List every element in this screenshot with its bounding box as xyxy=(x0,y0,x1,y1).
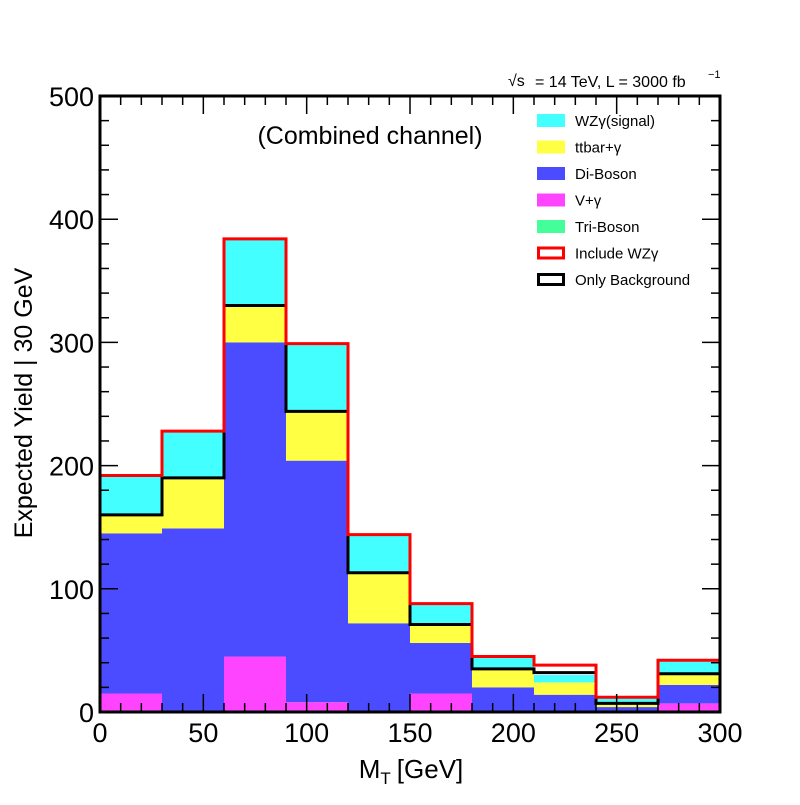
bar-wz-signal-bin-7 xyxy=(534,675,596,683)
bar-ttbar-bin-4 xyxy=(348,572,410,624)
bar-di-boson-bin-6 xyxy=(472,687,534,712)
bar-ttbar-bin-7 xyxy=(534,682,596,695)
bar-ttbar-bin-9 xyxy=(658,673,720,685)
legend-item-include-wz: Include WZγ xyxy=(537,246,659,263)
legend-item-wz-signal: WZγ(signal) xyxy=(537,113,655,130)
legend-label-only-background: Only Background xyxy=(575,272,690,289)
bar-v-bin-9 xyxy=(658,703,720,712)
legend-label-tri-boson: Tri-Boson xyxy=(575,219,639,236)
bar-ttbar-bin-1 xyxy=(162,477,224,529)
legend-swatch-di-boson xyxy=(537,167,565,180)
bar-wz-signal-bin-4 xyxy=(348,534,410,573)
energy-lumi-superscript: −1 xyxy=(708,69,721,81)
legend-item-di-boson: Di-Boson xyxy=(537,166,637,183)
y-tick-label-100: 100 xyxy=(49,575,94,605)
stacked-bars xyxy=(100,238,720,712)
bar-ttbar-bin-6 xyxy=(472,668,534,688)
x-tick-label-100: 100 xyxy=(284,718,329,748)
bar-di-boson-bin-1 xyxy=(162,528,224,712)
tick-marks xyxy=(99,95,721,713)
bar-v-bin-3 xyxy=(286,702,348,712)
bar-v-bin-5 xyxy=(410,693,472,712)
x-tick-label-50: 50 xyxy=(188,718,218,748)
bar-wz-signal-bin-8 xyxy=(596,697,658,704)
bar-ttbar-bin-3 xyxy=(286,411,348,461)
bar-ttbar-bin-5 xyxy=(410,624,472,644)
bar-di-boson-bin-5 xyxy=(410,643,472,694)
legend-swatch-only-background xyxy=(537,273,565,286)
y-axis-label: Expected Yield | 30 GeV xyxy=(10,267,38,538)
legend-label-v: V+γ xyxy=(575,193,602,210)
energy-sqrt-label: √s xyxy=(508,73,525,90)
x-axis-label: MT [GeV] xyxy=(359,754,464,788)
bar-v-bin-2 xyxy=(224,656,286,712)
legend-swatch-wz-signal xyxy=(537,114,565,127)
bar-wz-signal-bin-9 xyxy=(658,660,720,674)
bar-wz-signal-bin-6 xyxy=(472,656,534,669)
outline-include-wz xyxy=(98,237,722,712)
bar-di-boson-bin-0 xyxy=(100,533,162,694)
legend-label-di-boson: Di-Boson xyxy=(575,166,637,183)
x-axis-label-unit: [GeV] xyxy=(397,754,463,784)
y-tick-label-0: 0 xyxy=(79,698,94,728)
y-tick-label-300: 300 xyxy=(49,328,94,358)
legend-swatch-v xyxy=(537,193,565,207)
bar-ttbar-bin-0 xyxy=(100,514,162,534)
legend-label-include-wz: Include WZγ xyxy=(575,246,659,263)
legend-swatch-tri-boson xyxy=(537,220,565,233)
legend-swatch-include-wz xyxy=(537,246,565,260)
bar-di-boson-bin-7 xyxy=(534,694,596,712)
bar-wz-signal-bin-1 xyxy=(162,431,224,478)
bar-v-bin-0 xyxy=(100,693,162,712)
bar-ttbar-bin-8 xyxy=(596,703,658,708)
legend-item-ttbar: ttbar+γ xyxy=(537,140,622,157)
x-tick-label-200: 200 xyxy=(491,718,536,748)
bar-wz-signal-bin-3 xyxy=(286,343,348,412)
y-tick-label-400: 400 xyxy=(49,205,94,235)
annotation-combined-channel: (Combined channel) xyxy=(257,122,482,150)
legend-swatch-ttbar xyxy=(537,140,565,154)
legend: WZγ(signal) ttbar+γ Di-Boson V+γ Tri-Boson In… xyxy=(537,113,690,289)
bar-di-boson-bin-3 xyxy=(286,460,348,703)
legend-label-wz-signal: WZγ(signal) xyxy=(575,113,655,130)
bar-wz-signal-bin-5 xyxy=(410,603,472,625)
bar-wz-signal-bin-2 xyxy=(224,238,286,306)
legend-item-tri-boson: Tri-Boson xyxy=(537,219,639,236)
energy-lumi-label: = 14 TeV, L = 3000 fb xyxy=(535,74,686,91)
outline-histograms xyxy=(98,237,722,712)
bar-di-boson-bin-8 xyxy=(596,707,658,712)
x-axis-label-subscript: T xyxy=(380,769,390,788)
tick-labels: 0 50 100 150 200 250 300 0 100 200 300 400 500 xyxy=(49,82,743,748)
bar-ttbar-bin-2 xyxy=(224,305,286,343)
x-tick-label-300: 300 xyxy=(697,718,742,748)
legend-item-only-background: Only Background xyxy=(537,272,690,289)
x-axis-label-main: M xyxy=(359,754,381,784)
x-tick-label-0: 0 xyxy=(92,718,107,748)
legend-label-ttbar: ttbar+γ xyxy=(575,140,622,157)
bar-di-boson-bin-2 xyxy=(224,342,286,657)
legend-item-v: V+γ xyxy=(537,193,602,210)
bar-di-boson-bin-4 xyxy=(348,623,410,712)
x-tick-label-150: 150 xyxy=(387,718,432,748)
x-tick-label-250: 250 xyxy=(594,718,639,748)
bar-di-boson-bin-9 xyxy=(658,684,720,704)
y-tick-label-200: 200 xyxy=(49,452,94,482)
bar-wz-signal-bin-0 xyxy=(100,475,162,515)
y-tick-label-500: 500 xyxy=(49,82,94,112)
